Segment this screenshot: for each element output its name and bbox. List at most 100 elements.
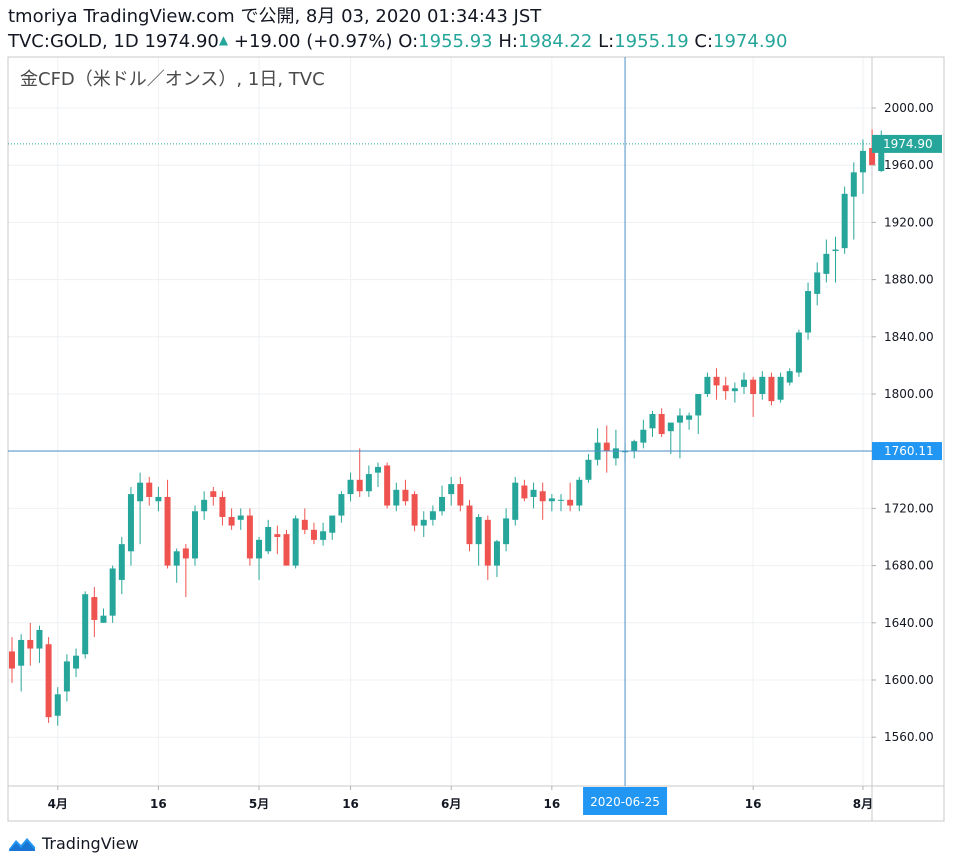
candle (63, 654, 70, 702)
candle (521, 479, 528, 502)
crosshair-date-label: 2020-06-25 (590, 795, 660, 809)
candle (603, 425, 610, 473)
high-value: 1984.22 (517, 31, 593, 52)
candle-body (823, 253, 830, 274)
candle-body (539, 491, 546, 502)
time-tick-label: 6月 (441, 797, 461, 811)
candle-body (603, 442, 610, 452)
candle-body (567, 499, 574, 506)
candle (100, 608, 107, 623)
candle-body (27, 639, 34, 649)
candle (841, 186, 848, 254)
price-tick-label: 1600.00 (884, 673, 934, 687)
candle-body (768, 376, 775, 402)
last-price-label: 1974.90 (883, 137, 933, 151)
candle (750, 376, 757, 417)
candle (585, 454, 592, 483)
candle-body (173, 551, 180, 566)
candle-body (859, 150, 866, 173)
candle (82, 591, 89, 659)
candle-body (786, 371, 793, 383)
candle (631, 439, 638, 459)
candle (448, 476, 455, 506)
price-axis[interactable]: 2000.00 1960.00 1920.00 1880.00 1840.00 1800.… (872, 101, 934, 744)
candle-body (457, 484, 464, 506)
candle (640, 419, 647, 449)
open-label: O: (398, 31, 419, 52)
time-tick-label: 16 (543, 797, 560, 811)
candle-body (750, 379, 757, 394)
candle-body (475, 516, 482, 545)
candle (228, 508, 235, 530)
candle-body (192, 511, 198, 559)
tradingview-logo[interactable]: TradingView (8, 834, 139, 853)
candle-body (731, 388, 738, 392)
candle-body (411, 494, 418, 526)
candle (795, 329, 802, 377)
candle (411, 491, 418, 532)
close-label: C: (694, 31, 714, 52)
candle-body (448, 484, 455, 495)
candle-body (164, 496, 171, 566)
candle (420, 511, 427, 537)
candle (649, 411, 656, 437)
last-price: 1974.90 (144, 31, 219, 52)
candle (576, 476, 583, 512)
candle-body (548, 498, 555, 502)
crosshair-date-label-bg (583, 787, 668, 815)
candle (237, 508, 244, 530)
candle (384, 462, 391, 509)
candle (594, 428, 601, 466)
candle (18, 634, 25, 692)
open-value: 1955.93 (418, 31, 493, 52)
candle-body (375, 466, 381, 473)
candle (695, 394, 702, 435)
symbol-name: TVC:GOLD, (8, 31, 108, 52)
candle-body (155, 496, 162, 502)
candle (265, 519, 272, 555)
overlays: 1974.90 1760.11 2020-06-25 (8, 57, 942, 815)
candle-body (219, 496, 226, 517)
candle-body (283, 534, 290, 566)
price-tick-label: 1840.00 (884, 330, 934, 344)
candle-body (320, 531, 327, 540)
up-arrow-icon: ▲ (218, 33, 229, 47)
published-text: で公開, 8月 03, 2020 01:34:43 JST (240, 6, 542, 27)
candle-body (347, 479, 354, 495)
candle (741, 372, 747, 394)
candle-body (54, 694, 61, 716)
candle-body (36, 629, 43, 649)
candle-body (649, 414, 656, 429)
candle-body (676, 415, 683, 423)
author-name[interactable]: tmoriya (8, 6, 78, 27)
price-tick-label: 1880.00 (884, 273, 934, 287)
candle (192, 505, 198, 566)
candle-body (841, 193, 848, 249)
candle (301, 508, 308, 535)
candle (558, 494, 564, 512)
chart-frame (7, 56, 945, 822)
price-change: +19.00 (+0.97%) (233, 31, 393, 52)
price-tick-label: 1720.00 (884, 501, 934, 515)
time-axis[interactable]: 4月 16 5月 16 6月 16 16 8月 (48, 786, 874, 811)
candle (292, 515, 299, 569)
site-name[interactable]: TradingView.com (83, 6, 235, 27)
crosshair-price-label-bg (872, 442, 942, 461)
candle (173, 548, 180, 583)
candle-body (246, 515, 253, 559)
candle (365, 465, 372, 497)
candle (375, 462, 381, 487)
candle (54, 687, 61, 726)
candle-body (228, 516, 235, 526)
candle (548, 494, 555, 512)
candle-body (530, 489, 537, 497)
close-value: 1974.90 (713, 31, 788, 52)
candle-body (439, 496, 446, 512)
candle-body (338, 494, 345, 516)
candle (786, 368, 793, 386)
candle-body (658, 414, 665, 435)
candle (338, 491, 345, 523)
candle-body (402, 489, 409, 502)
candle-body (722, 385, 729, 392)
